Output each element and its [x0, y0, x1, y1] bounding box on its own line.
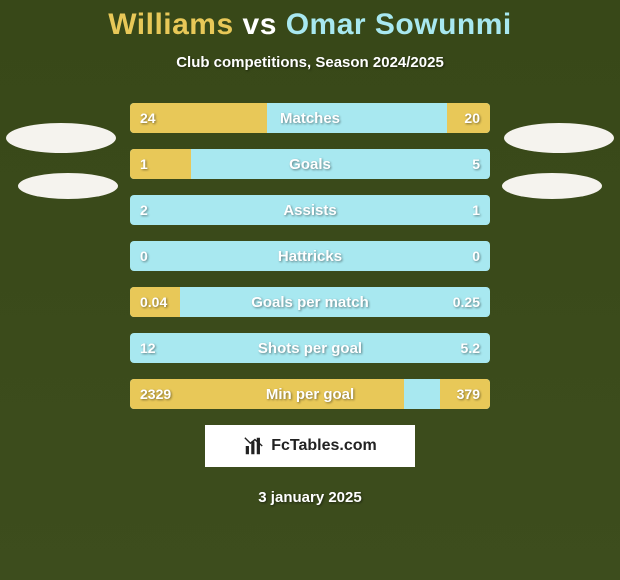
stat-right-value: 379: [447, 379, 490, 409]
stat-left-value: 2: [130, 195, 158, 225]
stat-label: Goals per match: [130, 287, 490, 317]
player2-name: Omar Sowunmi: [286, 8, 512, 41]
stat-left-value: 0.04: [130, 287, 177, 317]
stat-right-value: 1: [462, 195, 490, 225]
stats-bars-container: 2420Matches15Goals21Assists00Hattricks0.…: [130, 103, 490, 409]
stat-row: 0 0Hattricks: [130, 241, 490, 271]
stat-right-value: 0: [462, 241, 490, 271]
stat-left-value: 1: [130, 149, 158, 179]
vs-text: vs: [234, 8, 286, 41]
stat-label: Shots per goal: [130, 333, 490, 363]
comparison-title: Williams vs Omar Sowunmi: [0, 0, 620, 42]
player2-avatar-placeholder: [504, 123, 614, 153]
stat-label: Assists: [130, 195, 490, 225]
stat-row: 2420Matches: [130, 103, 490, 133]
subtitle: Club competitions, Season 2024/2025: [0, 54, 620, 71]
stat-left-value: 2329: [130, 379, 181, 409]
stat-label: Hattricks: [130, 241, 490, 271]
watermark-text: FcTables.com: [271, 437, 377, 455]
stat-row: 2329379Min per goal: [130, 379, 490, 409]
stat-right-value: 20: [454, 103, 490, 133]
stat-row: 2 1Assists: [130, 195, 490, 225]
player1-avatar-placeholder: [6, 123, 116, 153]
player1-name: Williams: [108, 8, 233, 41]
stat-left-value: 0: [130, 241, 158, 271]
stat-row: 0.04 0.25Goals per match: [130, 287, 490, 317]
stat-left-value: 24: [130, 103, 166, 133]
watermark: FcTables.com: [205, 425, 415, 467]
stat-row: 12 5.2Shots per goal: [130, 333, 490, 363]
stat-right-value: 5: [462, 149, 490, 179]
stat-left-value: 12: [130, 333, 166, 363]
bar-chart-icon: [243, 435, 265, 457]
date-text: 3 january 2025: [0, 489, 620, 506]
player2-avatar-shadow: [502, 173, 602, 199]
stat-right-value: 5.2: [451, 333, 490, 363]
stat-right-value: 0.25: [443, 287, 490, 317]
stat-row: 15Goals: [130, 149, 490, 179]
player1-avatar-shadow: [18, 173, 118, 199]
